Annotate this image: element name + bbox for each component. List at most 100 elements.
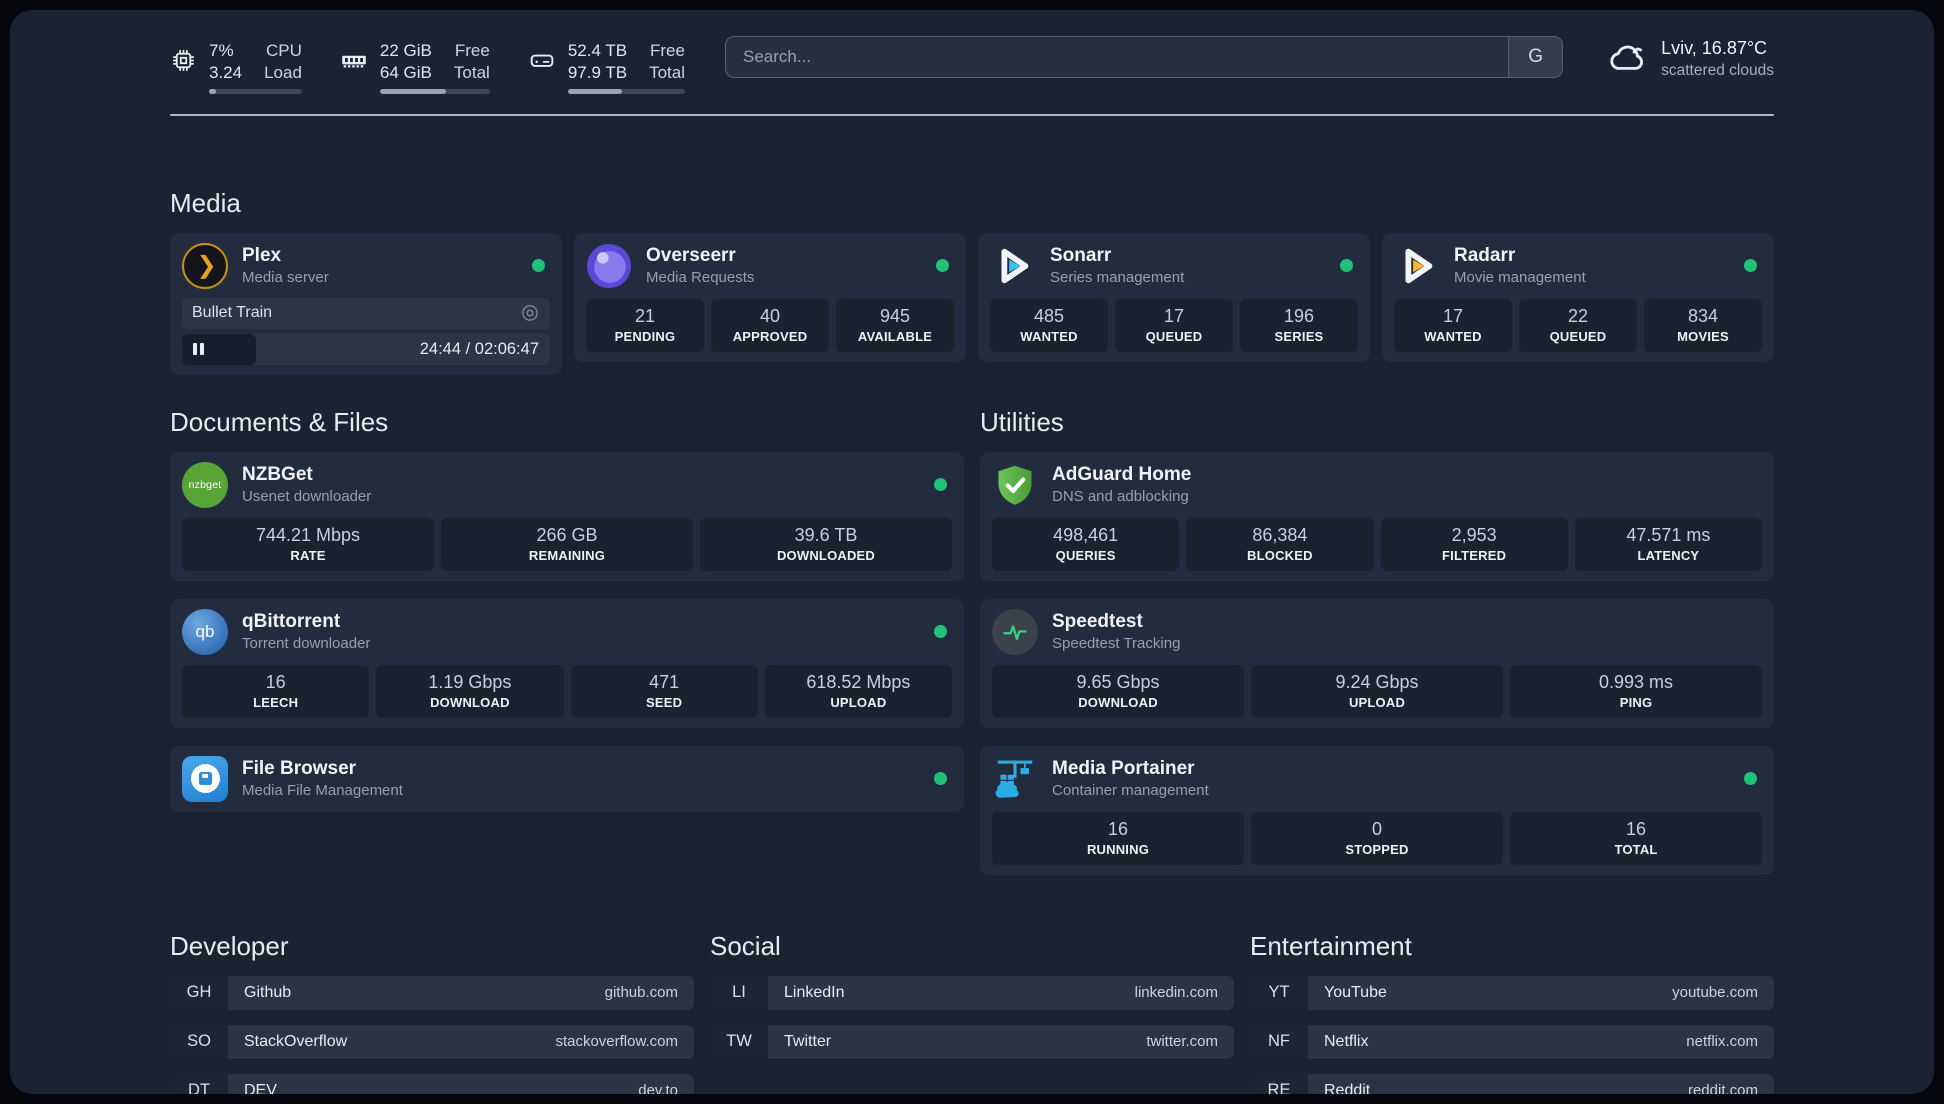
service-name: Sonarr [1050,245,1112,266]
card-plex[interactable]: ❯ Plex Media server Bullet Train [170,232,562,375]
section-title-entertainment: Entertainment [1250,930,1412,961]
stat-available: 945 AVAILABLE [836,298,954,352]
dashboard-panel: 7% 3.24 CPU Load [10,10,1934,1094]
service-description: Media server [242,269,329,286]
memory-icon [340,47,368,94]
view-toggle-icon[interactable] [520,303,540,323]
status-dot [1744,259,1757,272]
bookmark-linkedin[interactable]: LI LinkedIn linkedin.com [710,975,1234,1010]
portainer-icon [992,756,1038,802]
bookmark-abbr: RE [1250,1073,1308,1094]
stat-value: 0 [1371,818,1382,839]
card-overseerr[interactable]: Overseerr Media Requests 21 PENDING 40 A… [574,232,966,362]
service-description: Series management [1050,269,1185,286]
bookmark-url: netflix.com [1686,1033,1758,1050]
cpu-values: 7% 3.24 [209,41,243,82]
stat-value: 1.19 Gbps [428,671,512,692]
playback-time: 24:44 / 02:06:47 [419,339,539,358]
pause-icon[interactable] [193,343,204,355]
bookmark-url: linkedin.com [1134,984,1218,1001]
stat-label: RUNNING [1086,841,1150,857]
bookmark-abbr: LI [710,975,768,1010]
bookmark-abbr: YT [1250,975,1308,1010]
bookmark-youtube[interactable]: YT YouTube youtube.com [1250,975,1774,1010]
card-portainer[interactable]: Media Portainer Container management 16 … [980,745,1774,875]
stat-label: LEECH [253,694,299,710]
stat-value: 16 [265,671,286,692]
stat-value: 17 [1163,305,1185,326]
card-adguard[interactable]: AdGuard Home DNS and adblocking 498,461 … [980,451,1774,581]
bookmark-github[interactable]: GH Github github.com [170,975,694,1010]
bookmark-abbr: SO [170,1024,228,1059]
cpu-progress-bar [209,88,302,94]
card-qbittorrent[interactable]: qb qBittorrent Torrent downloader 16 LEE… [170,598,964,728]
search-bar: G [724,36,1564,78]
stat-label: APPROVED [732,328,808,344]
stat-value: 485 [1033,305,1065,326]
card-radarr[interactable]: Radarr Movie management 17 WANTED 22 QUE… [1382,232,1774,362]
stat-label: FILTERED [1442,547,1507,563]
bookmark-abbr: GH [170,975,228,1010]
bookmark-reddit[interactable]: RE Reddit reddit.com [1250,1073,1774,1094]
service-name: Overseerr [646,245,736,266]
bookmark-dev[interactable]: DT DEV dev.to [170,1073,694,1095]
stat-label: BLOCKED [1247,547,1313,563]
filebrowser-icon [182,755,228,802]
stat-value: 498,461 [1053,524,1119,545]
stat-upload: 618.52 Mbps UPLOAD [764,664,952,718]
resource-widgets: 7% 3.24 CPU Load [170,40,685,94]
card-nzbget[interactable]: nzbget NZBGet Usenet downloader 744.21 M… [170,451,964,581]
bookmark-name: DEV [244,1081,277,1095]
search-provider-button[interactable]: G [1508,37,1563,77]
service-description: Movie management [1454,269,1586,286]
stat-label: MOVIES [1677,328,1729,344]
now-playing-row: Bullet Train [182,297,550,329]
stat-remaining: 266 GB REMAINING [441,517,693,571]
plex-icon: ❯ [182,242,228,289]
bookmark-name: YouTube [1324,983,1387,1001]
playback-progress-bar: 24:44 / 02:06:47 [182,333,550,365]
search-input[interactable] [725,37,1509,77]
memory-labels: Free Total [453,41,490,82]
stat-downloaded: 39.6 TB DOWNLOADED [700,517,952,571]
card-sonarr[interactable]: Sonarr Series management 485 WANTED 17 Q… [978,232,1370,362]
stat-value: 9.24 Gbps [1335,671,1419,692]
stat-download: 9.65 Gbps DOWNLOAD [992,664,1244,718]
bookmark-name: Netflix [1324,1032,1369,1050]
section-title-developer: Developer [170,930,289,961]
bookmark-netflix[interactable]: NF Netflix netflix.com [1250,1024,1774,1059]
nzbget-icon: nzbget [182,461,228,508]
stat-wanted: 485 WANTED [990,298,1108,352]
stat-value: 2,953 [1451,524,1497,545]
stat-label: RATE [290,547,326,563]
bookmark-url: youtube.com [1672,984,1758,1001]
status-dot [934,478,947,491]
bookmark-twitter[interactable]: TW Twitter twitter.com [710,1024,1234,1059]
bookmark-stackoverflow[interactable]: SO StackOverflow stackoverflow.com [170,1024,694,1059]
stat-value: 40 [759,305,781,326]
stat-label: DOWNLOAD [1078,694,1158,710]
service-description: Usenet downloader [242,488,372,505]
service-name: File Browser [242,758,357,779]
card-speedtest[interactable]: Speedtest Speedtest Tracking 9.65 Gbps D… [980,598,1774,728]
header: 7% 3.24 CPU Load [170,36,1774,94]
stat-value: 471 [649,671,680,692]
stat-queries: 498,461 QUERIES [992,517,1180,571]
stat-upload: 9.24 Gbps UPLOAD [1251,664,1503,718]
service-description: Container management [1052,782,1209,799]
stat-value: 39.6 TB [794,524,858,545]
service-name: Media Portainer [1052,758,1195,779]
service-name: NZBGet [242,464,313,485]
stat-wanted: 17 WANTED [1394,298,1512,352]
stat-label: QUEUED [1549,328,1607,344]
card-filebrowser[interactable]: File Browser Media File Management [170,745,964,812]
disk-labels: Free Total [649,41,685,82]
status-dot [1340,259,1353,272]
stat-queued: 17 QUEUED [1115,298,1233,352]
stat-label: AVAILABLE [857,328,933,344]
stat-value: 744.21 Mbps [255,524,361,545]
bookmark-url: stackoverflow.com [555,1033,678,1050]
sonarr-icon [990,243,1036,289]
stat-filtered: 2,953 FILTERED [1380,517,1568,571]
stat-value: 0.993 ms [1598,671,1674,692]
